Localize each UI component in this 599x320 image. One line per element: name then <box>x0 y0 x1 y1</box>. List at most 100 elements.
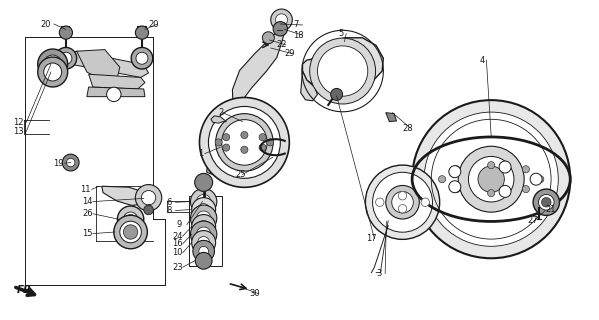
Circle shape <box>499 161 511 173</box>
Text: 27: 27 <box>527 216 538 225</box>
Circle shape <box>449 181 461 193</box>
Circle shape <box>192 198 216 221</box>
Text: 28: 28 <box>403 124 413 132</box>
Circle shape <box>276 14 288 26</box>
Polygon shape <box>211 116 226 123</box>
Text: 12: 12 <box>13 118 24 127</box>
Text: 13: 13 <box>13 127 24 136</box>
Circle shape <box>421 198 429 206</box>
Circle shape <box>199 246 208 256</box>
Circle shape <box>223 134 230 141</box>
Text: 15: 15 <box>82 229 93 238</box>
Circle shape <box>424 112 558 246</box>
Circle shape <box>310 38 376 104</box>
Circle shape <box>398 192 407 200</box>
Circle shape <box>44 55 62 73</box>
Text: 17: 17 <box>367 234 377 243</box>
Text: 6: 6 <box>167 198 172 207</box>
Text: 20: 20 <box>149 20 159 28</box>
Circle shape <box>208 107 280 178</box>
Circle shape <box>317 46 368 96</box>
Circle shape <box>62 154 79 171</box>
Circle shape <box>271 9 292 31</box>
Text: 14: 14 <box>82 197 93 206</box>
Polygon shape <box>102 186 151 205</box>
Circle shape <box>488 190 495 197</box>
Circle shape <box>198 220 210 233</box>
Circle shape <box>223 144 230 151</box>
Circle shape <box>392 191 413 213</box>
Circle shape <box>38 49 68 79</box>
Circle shape <box>136 52 148 64</box>
Text: 3: 3 <box>376 269 382 278</box>
Circle shape <box>438 176 446 183</box>
Circle shape <box>267 139 274 146</box>
Polygon shape <box>386 113 397 122</box>
Bar <box>189 196 222 266</box>
Circle shape <box>522 166 530 173</box>
Circle shape <box>60 52 72 64</box>
Circle shape <box>488 162 495 169</box>
Circle shape <box>120 221 141 243</box>
Polygon shape <box>77 50 120 82</box>
Text: 8: 8 <box>167 206 172 215</box>
Circle shape <box>141 191 156 205</box>
Text: 18: 18 <box>294 31 304 40</box>
Polygon shape <box>207 142 243 176</box>
Text: 25: 25 <box>235 170 246 179</box>
Circle shape <box>123 225 138 239</box>
Circle shape <box>259 134 266 141</box>
Circle shape <box>273 22 288 36</box>
Circle shape <box>541 197 551 207</box>
Circle shape <box>533 189 559 215</box>
Circle shape <box>365 165 440 239</box>
Circle shape <box>135 185 162 211</box>
Circle shape <box>107 87 121 101</box>
Circle shape <box>196 227 211 241</box>
Circle shape <box>458 146 524 212</box>
Circle shape <box>126 214 135 224</box>
Circle shape <box>453 166 460 173</box>
Circle shape <box>530 173 542 185</box>
Circle shape <box>135 26 149 39</box>
Text: 29: 29 <box>284 49 295 58</box>
Circle shape <box>193 240 214 262</box>
Circle shape <box>196 211 211 225</box>
Circle shape <box>262 32 274 44</box>
Polygon shape <box>60 51 149 77</box>
Circle shape <box>190 221 217 247</box>
Text: 5: 5 <box>338 29 344 38</box>
Circle shape <box>190 188 217 215</box>
Circle shape <box>373 172 432 232</box>
Circle shape <box>259 144 266 151</box>
Circle shape <box>241 146 248 153</box>
Circle shape <box>539 195 554 210</box>
Circle shape <box>44 63 62 81</box>
Circle shape <box>192 215 216 238</box>
Circle shape <box>386 186 419 219</box>
Circle shape <box>38 57 68 87</box>
Circle shape <box>331 88 343 100</box>
Circle shape <box>195 173 213 191</box>
Text: 23: 23 <box>173 263 183 272</box>
Text: 16: 16 <box>173 239 183 248</box>
Circle shape <box>241 132 248 139</box>
Text: 7: 7 <box>294 20 299 29</box>
Circle shape <box>144 205 153 215</box>
Circle shape <box>215 139 222 146</box>
Circle shape <box>66 158 75 167</box>
Text: 2: 2 <box>219 108 224 117</box>
Circle shape <box>195 252 212 269</box>
Polygon shape <box>214 118 286 163</box>
Circle shape <box>190 205 217 231</box>
Circle shape <box>216 114 273 171</box>
Polygon shape <box>301 71 317 101</box>
Circle shape <box>198 236 210 249</box>
Circle shape <box>453 186 460 193</box>
Circle shape <box>222 120 267 165</box>
Text: 9: 9 <box>177 220 182 229</box>
Circle shape <box>198 204 210 216</box>
Text: 19: 19 <box>53 159 63 168</box>
Circle shape <box>398 204 407 213</box>
Circle shape <box>499 185 511 197</box>
